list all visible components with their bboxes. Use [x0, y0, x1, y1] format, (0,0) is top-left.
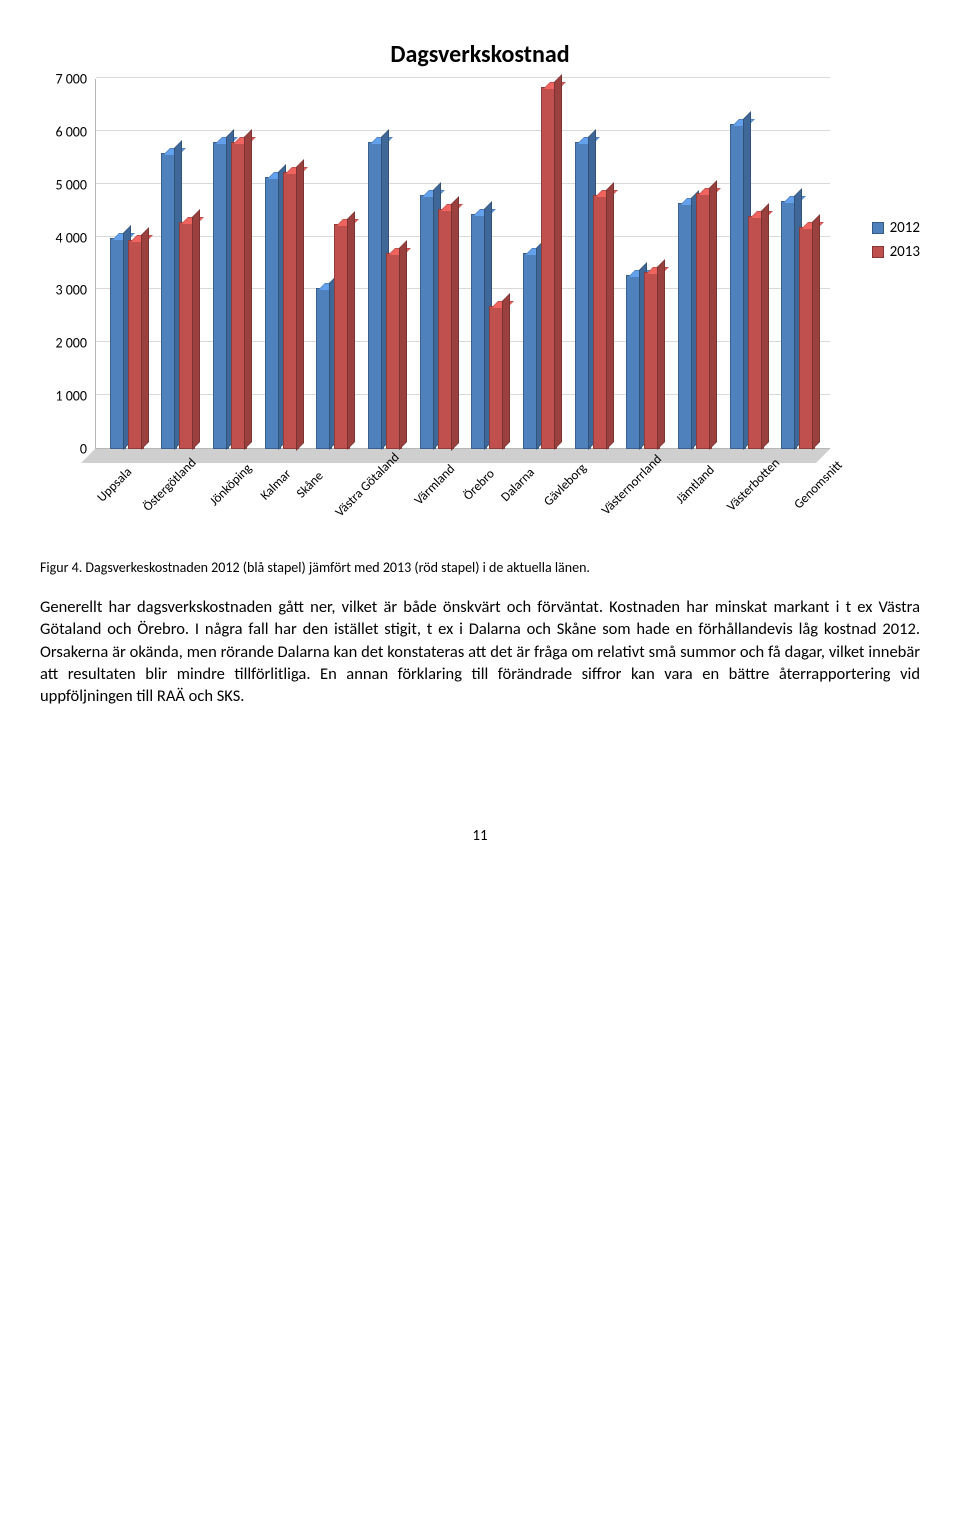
- bar: [523, 253, 539, 449]
- bar: [799, 227, 815, 449]
- bar-group: [617, 272, 669, 449]
- bar-group: [256, 172, 308, 450]
- bar-group: [669, 193, 721, 449]
- bar: [316, 288, 332, 449]
- bar: [368, 142, 384, 449]
- bar: [678, 203, 694, 449]
- body-paragraph: Generellt har dagsverkskostnaden gått ne…: [40, 596, 920, 707]
- bar: [696, 193, 712, 449]
- x-axis-labels: UppsalaÖstergötlandJönköpingKalmarSkåneV…: [95, 467, 830, 482]
- bar-group: [721, 124, 773, 449]
- figure-caption: Figur 4. Dagsverkeskostnaden 2012 (blå s…: [40, 559, 920, 576]
- bar: [644, 272, 660, 449]
- bar: [231, 142, 247, 449]
- bar: [748, 216, 764, 449]
- bar-group: [101, 238, 153, 449]
- y-tick-label: 5 000: [55, 176, 87, 193]
- x-tick-label: Jämtland: [673, 463, 717, 507]
- bar-group: [514, 87, 566, 449]
- bar-group: [772, 201, 824, 449]
- bar: [541, 87, 557, 449]
- bar: [438, 209, 454, 450]
- bar: [161, 153, 177, 449]
- x-tick-label: Genomsnitt: [791, 458, 845, 512]
- y-axis: 01 0002 0003 0004 0005 0006 0007 000: [40, 79, 95, 449]
- bar: [110, 238, 126, 449]
- bar-group: [153, 153, 205, 449]
- bar: [334, 224, 350, 449]
- x-tick-label: Skåne: [294, 469, 327, 502]
- bar: [471, 214, 487, 449]
- y-tick-label: 3 000: [55, 282, 87, 299]
- y-tick-label: 7 000: [55, 71, 87, 88]
- bar: [781, 201, 797, 449]
- bar-group: [204, 142, 256, 449]
- x-tick-label: Uppsala: [94, 465, 135, 506]
- bar-group: [308, 224, 360, 449]
- bar-group: [566, 142, 618, 449]
- grid-line: [96, 77, 830, 78]
- bar: [386, 253, 402, 449]
- bars-area: [95, 79, 830, 449]
- bar: [593, 195, 609, 449]
- bar: [489, 306, 505, 449]
- x-tick-label: Värmland: [412, 462, 458, 508]
- legend-item-2012: 2012: [872, 219, 920, 237]
- bar-group: [411, 195, 463, 449]
- legend: 2012 2013: [872, 219, 920, 267]
- x-tick-label: Kalmar: [258, 467, 295, 504]
- legend-label-2012: 2012: [890, 219, 920, 237]
- x-tick-label: Jönköping: [207, 461, 255, 509]
- bar-group: [462, 214, 514, 449]
- x-tick-label: Dalarna: [499, 465, 539, 505]
- legend-item-2013: 2013: [872, 243, 920, 261]
- y-tick-label: 4 000: [55, 229, 87, 246]
- y-tick-label: 0: [80, 441, 87, 458]
- chart-container: Dagsverkskostnad 0 1 000 2 000 3 000 4 000 5 …: [40, 40, 920, 519]
- plot-column: UppsalaÖstergötlandJönköpingKalmarSkåne V…: [95, 79, 920, 519]
- bar: [179, 222, 195, 449]
- x-tick-label: Östergötland: [141, 455, 200, 514]
- page-number: 11: [40, 827, 920, 845]
- bar: [265, 177, 281, 449]
- bar: [420, 195, 436, 449]
- x-tick-label: Gävleborg: [541, 461, 590, 510]
- legend-swatch-2012: [872, 222, 884, 234]
- x-tick-label: Västerbotten: [724, 456, 783, 515]
- y-tick-label: 2 000: [55, 335, 87, 352]
- bar: [283, 172, 299, 450]
- bar: [128, 240, 144, 449]
- y-tick-label: 1 000: [55, 388, 87, 405]
- bar: [730, 124, 746, 449]
- legend-swatch-2013: [872, 246, 884, 258]
- bar: [213, 142, 229, 449]
- x-tick-label: Örebro: [461, 466, 498, 503]
- chart-title: Dagsverkskostnad: [40, 40, 920, 69]
- bar-group: [359, 142, 411, 449]
- bar: [575, 142, 591, 449]
- legend-label-2013: 2013: [890, 243, 920, 261]
- bar: [626, 275, 642, 449]
- chart-area: 01 0002 0003 0004 0005 0006 0007 000 Upp…: [40, 79, 920, 519]
- y-tick-label: 6 000: [55, 123, 87, 140]
